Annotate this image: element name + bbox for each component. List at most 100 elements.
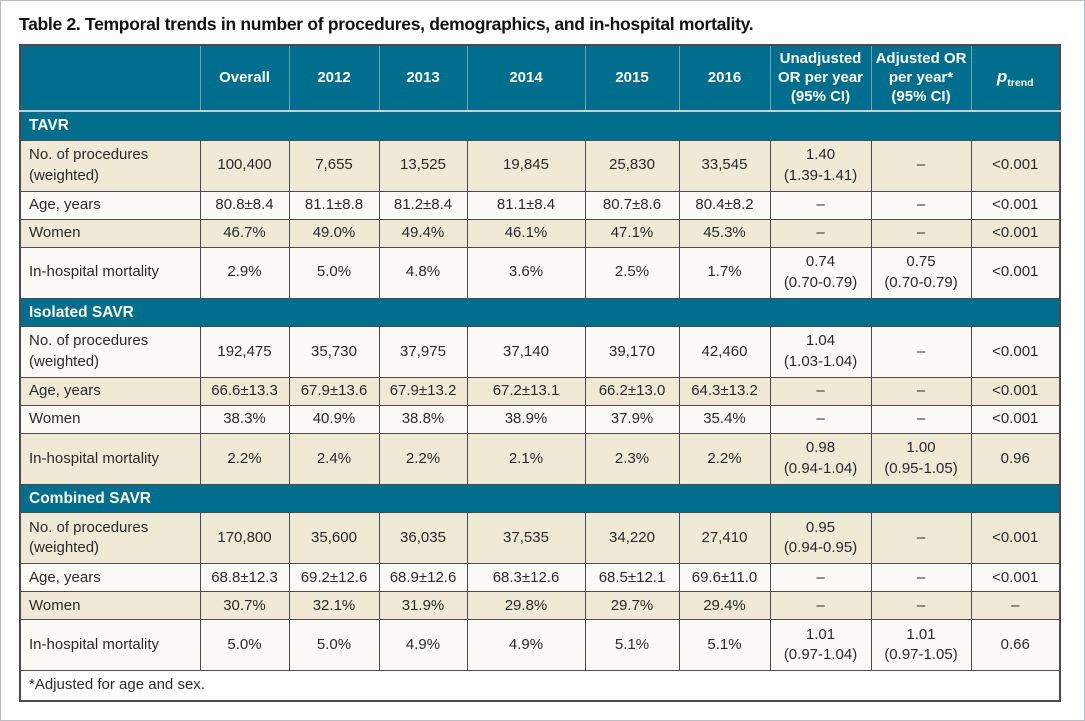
data-cell: <0.001 <box>970 190 1061 220</box>
data-cell: 0.66 <box>970 619 1061 672</box>
data-cell: 1.40 (1.39-1.41) <box>769 139 872 192</box>
data-cell: 46.1% <box>466 218 586 248</box>
data-cell: 0.75 (0.70-0.79) <box>870 246 972 299</box>
data-cell: 2.9% <box>199 246 290 299</box>
data-cell: – <box>769 190 872 220</box>
data-cell: 1.01 (0.97-1.05) <box>870 619 972 672</box>
data-cell: 29.7% <box>584 591 680 621</box>
section-header-row: TAVR <box>20 111 1060 141</box>
data-cell: 2.2% <box>678 433 771 485</box>
row-label: Age, years <box>19 563 201 593</box>
data-cell: 68.5±12.1 <box>584 563 680 593</box>
column-header: 2012 <box>288 45 379 112</box>
data-cell: 2.1% <box>466 433 586 485</box>
column-header <box>20 45 200 112</box>
data-cell: 192,475 <box>199 326 290 378</box>
section-header-label: TAVR <box>20 111 1060 141</box>
data-cell: 0.95 (0.94-0.95) <box>769 512 872 565</box>
data-cell: <0.001 <box>970 246 1061 299</box>
data-cell: 5.0% <box>288 619 380 672</box>
data-cell: <0.001 <box>970 512 1061 565</box>
data-cell: 38.3% <box>199 405 290 434</box>
table-row: In-hospital mortality 5.0% 5.0% 4.9% 4.9% 5.1… <box>19 619 1061 672</box>
data-cell: 2.2% <box>199 433 290 485</box>
data-cell: – <box>870 139 972 192</box>
data-cell: 66.6±13.3 <box>199 377 290 406</box>
data-cell: 2.4% <box>288 433 380 485</box>
data-cell: 37,140 <box>466 326 586 378</box>
column-header: Adjusted OR per year* (95% CI) <box>870 45 971 112</box>
table-body: TAVR No. of procedures (weighted) 100,400 7… <box>19 111 1061 702</box>
data-cell: 170,800 <box>199 512 290 565</box>
column-header: 2016 <box>678 45 770 112</box>
data-cell: <0.001 <box>970 563 1061 593</box>
table-row: Women 46.7% 49.0% 49.4% 46.1% 47.1% 45.3% – – <0.… <box>19 218 1061 248</box>
data-cell: 46.7% <box>199 218 290 248</box>
data-cell: 1.01 (0.97-1.04) <box>769 619 872 672</box>
column-header: Overall <box>199 45 289 112</box>
data-cell: – <box>769 591 872 621</box>
data-cell: 49.4% <box>378 218 468 248</box>
column-header: ptrend <box>970 45 1060 112</box>
row-label: In-hospital mortality <box>19 246 201 299</box>
section-header-row: Combined SAVR <box>20 483 1060 514</box>
data-cell: 37.9% <box>584 405 680 434</box>
column-header: 2015 <box>584 45 679 112</box>
data-cell: 37,975 <box>378 326 468 378</box>
row-label: Age, years <box>19 190 201 220</box>
data-cell: – <box>870 405 972 434</box>
data-cell: 32.1% <box>288 591 380 621</box>
column-header: 2014 <box>466 45 585 112</box>
data-cell: – <box>870 377 972 406</box>
data-cell: – <box>870 190 972 220</box>
data-cell: 36,035 <box>378 512 468 565</box>
data-cell: 66.2±13.0 <box>584 377 680 406</box>
data-cell: 30.7% <box>199 591 290 621</box>
data-cell: <0.001 <box>970 405 1061 434</box>
table-row: Women 30.7% 32.1% 31.9% 29.8% 29.7% 29.4% – – – <box>19 591 1061 621</box>
section-header-label: Combined SAVR <box>20 483 1060 514</box>
data-cell: 67.9±13.2 <box>378 377 468 406</box>
row-label: No. of procedures (weighted) <box>19 512 201 565</box>
table-title: Table 2. Temporal trends in number of pr… <box>19 14 754 34</box>
data-cell: – <box>870 218 972 248</box>
data-cell: 81.1±8.4 <box>466 190 586 220</box>
data-cell: 13,525 <box>378 139 468 192</box>
data-cell: 38.8% <box>378 405 468 434</box>
data-cell: – <box>769 218 872 248</box>
data-cell: <0.001 <box>970 139 1061 192</box>
data-cell: – <box>970 591 1061 621</box>
data-cell: 25,830 <box>584 139 680 192</box>
data-cell: 0.96 <box>970 433 1061 485</box>
data-cell: 4.9% <box>466 619 586 672</box>
data-cell: – <box>870 326 972 378</box>
data-cell: 35.4% <box>678 405 771 434</box>
row-label: No. of procedures (weighted) <box>19 326 201 378</box>
data-cell: 29.8% <box>466 591 586 621</box>
data-cell: 100,400 <box>199 139 290 192</box>
data-cell: 68.3±12.6 <box>466 563 586 593</box>
data-cell: 39,170 <box>584 326 680 378</box>
data-cell: 64.3±13.2 <box>678 377 771 406</box>
data-table: Overall 2012 2013 2014 2015 2016 Unadjusted OR… <box>19 44 1061 703</box>
data-cell: 19,845 <box>466 139 586 192</box>
data-cell: 29.4% <box>678 591 771 621</box>
header-row: Overall 2012 2013 2014 2015 2016 Unadjusted OR… <box>20 45 1060 112</box>
row-label: Women <box>19 591 201 621</box>
data-cell: 69.6±11.0 <box>678 563 771 593</box>
data-cell: 5.1% <box>584 619 680 672</box>
data-cell: 27,410 <box>678 512 771 565</box>
row-label: Women <box>19 218 201 248</box>
data-cell: 69.2±12.6 <box>288 563 380 593</box>
data-cell: 80.7±8.6 <box>584 190 680 220</box>
data-cell: 3.6% <box>466 246 586 299</box>
row-label: No. of procedures (weighted) <box>19 139 201 192</box>
data-cell: 1.04 (1.03-1.04) <box>769 326 872 378</box>
data-cell: 0.98 (0.94-1.04) <box>769 433 872 485</box>
data-cell: 33,545 <box>678 139 771 192</box>
data-cell: 37,535 <box>466 512 586 565</box>
data-cell: 2.3% <box>584 433 680 485</box>
data-cell: 0.74 (0.70-0.79) <box>769 246 872 299</box>
data-cell: 67.2±13.1 <box>466 377 586 406</box>
